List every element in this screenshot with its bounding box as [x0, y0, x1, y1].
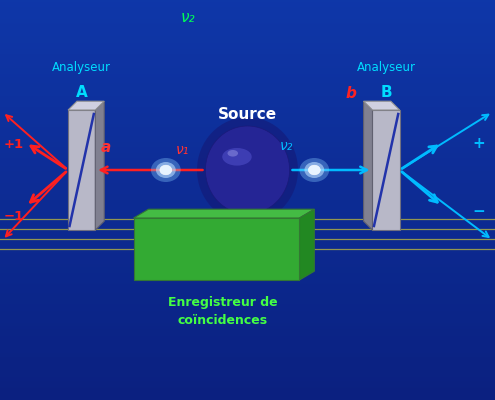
Circle shape — [299, 158, 329, 182]
Polygon shape — [134, 209, 314, 218]
Polygon shape — [373, 110, 400, 230]
Text: Analyseur: Analyseur — [356, 61, 416, 74]
Circle shape — [156, 162, 176, 178]
Text: ν₂: ν₂ — [181, 10, 196, 25]
Text: Source: Source — [218, 107, 277, 122]
Ellipse shape — [205, 126, 290, 214]
Circle shape — [304, 162, 324, 178]
Polygon shape — [134, 218, 299, 280]
Polygon shape — [363, 101, 400, 110]
Polygon shape — [68, 101, 104, 110]
Text: +1: +1 — [4, 138, 24, 151]
Ellipse shape — [228, 150, 238, 156]
Text: ν₁: ν₁ — [176, 143, 189, 157]
Polygon shape — [299, 209, 314, 280]
Text: +: + — [473, 136, 486, 151]
Polygon shape — [95, 101, 104, 230]
Text: b: b — [346, 86, 356, 101]
Polygon shape — [363, 101, 373, 230]
Circle shape — [151, 158, 181, 182]
Ellipse shape — [197, 117, 298, 223]
Ellipse shape — [222, 148, 252, 166]
Text: −: − — [473, 204, 486, 219]
Text: A: A — [76, 85, 88, 100]
Circle shape — [308, 165, 320, 175]
Text: Analyseur: Analyseur — [52, 61, 111, 74]
Text: a: a — [101, 140, 111, 155]
Polygon shape — [68, 110, 95, 230]
Circle shape — [160, 165, 172, 175]
Text: −1: −1 — [4, 210, 24, 223]
Text: Enregistreur de
coïncidences: Enregistreur de coïncidences — [168, 296, 277, 327]
Text: B: B — [380, 85, 392, 100]
Text: ν₂: ν₂ — [280, 139, 293, 153]
